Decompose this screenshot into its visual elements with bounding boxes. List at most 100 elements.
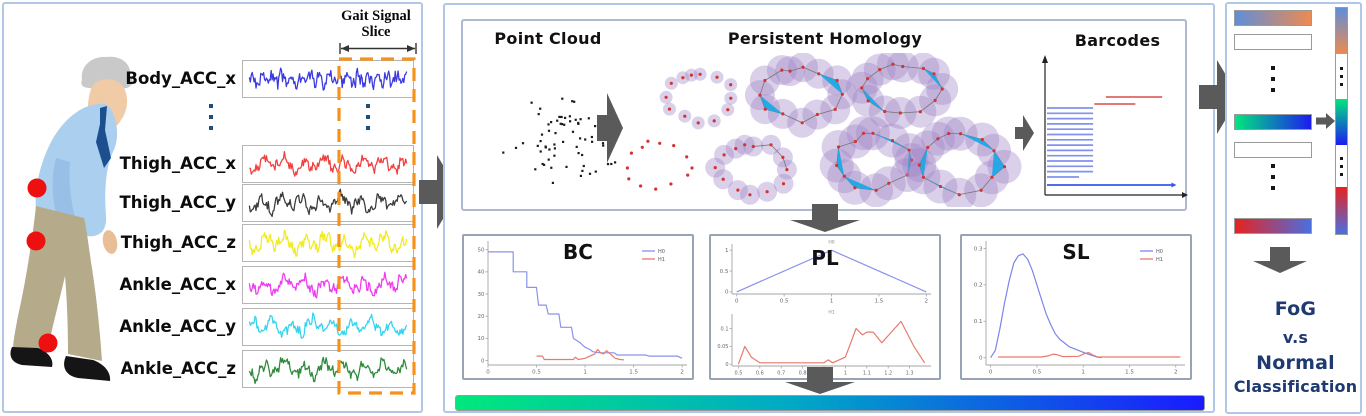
svg-text:2: 2 xyxy=(1174,370,1178,376)
svg-text:1: 1 xyxy=(830,299,834,305)
svg-text:0: 0 xyxy=(979,356,983,362)
svg-text:0.3: 0.3 xyxy=(974,246,983,252)
svg-text:0.5: 0.5 xyxy=(780,299,789,305)
vertical-ellipsis-icon xyxy=(209,104,213,130)
svg-text:0: 0 xyxy=(725,290,729,296)
gait-slice-label-line2: Slice xyxy=(361,24,391,40)
vertical-ellipsis-icon xyxy=(1340,156,1343,176)
svg-text:1.5: 1.5 xyxy=(629,370,638,376)
signal-waveform xyxy=(242,145,414,183)
svg-text:0.6: 0.6 xyxy=(756,371,764,377)
person-shoe-back xyxy=(10,347,53,367)
barcodes-title: Barcodes xyxy=(1074,31,1161,50)
svg-text:0.1: 0.1 xyxy=(721,326,729,332)
right-panel: FoG v.s Normal Classification xyxy=(1225,2,1362,414)
stack-arrow-right-icon xyxy=(1316,113,1335,129)
svg-text:1: 1 xyxy=(844,371,847,377)
svg-text:1: 1 xyxy=(725,248,729,254)
vertical-ellipsis-icon xyxy=(1271,164,1275,190)
person-tie xyxy=(96,106,111,168)
svg-text:0: 0 xyxy=(735,299,739,305)
feature-bar-gradient-1 xyxy=(1234,10,1312,26)
signal-waveform xyxy=(242,60,414,98)
person-illustration xyxy=(10,56,133,381)
svg-text:0.5: 0.5 xyxy=(1033,370,1042,376)
signal-label: Ankle_ACC_y xyxy=(119,317,236,336)
sl-plot-box: 0 0.5 1 1.5 2 0 0.1 0.2 0.3 H0 H1 SL xyxy=(960,234,1192,380)
svg-text:50: 50 xyxy=(478,247,485,253)
feature-bar-empty-1 xyxy=(1234,34,1312,50)
svg-text:0.2: 0.2 xyxy=(974,283,983,289)
svg-text:10: 10 xyxy=(478,336,485,342)
signal-waveform xyxy=(242,308,414,346)
signal-label: Body_ACC_x xyxy=(125,69,236,88)
svg-text:0.5: 0.5 xyxy=(720,269,729,275)
slice-extent-arrow xyxy=(339,43,417,54)
vector-segment-empty xyxy=(1336,54,1347,99)
svg-text:1: 1 xyxy=(583,370,587,376)
filtration-complexes xyxy=(625,53,1034,207)
svg-text:H1: H1 xyxy=(658,257,665,263)
caption-line-classification: Classification xyxy=(1233,377,1358,396)
signal-waveform xyxy=(242,350,414,388)
person-hand-far xyxy=(102,230,118,254)
filtration-arrow-icon xyxy=(597,93,623,163)
svg-text:40: 40 xyxy=(478,270,485,276)
vector-segment-empty xyxy=(1336,145,1347,187)
vector-segment-red-blue xyxy=(1336,187,1347,234)
signal-label: Thigh_ACC_z xyxy=(120,233,236,252)
feature-bar-empty-2 xyxy=(1234,142,1312,158)
joint-marker-ankle xyxy=(38,333,58,353)
barcode-plot xyxy=(1042,55,1188,198)
middle-panel: Point Cloud Persistent Homology Barcodes… xyxy=(443,3,1215,413)
svg-text:30: 30 xyxy=(478,292,485,298)
svg-text:H0: H0 xyxy=(1156,249,1163,255)
bc-plot-box: 0 0.5 1 1.5 2 0 10 20 30 40 50 H0 H1 BC xyxy=(462,234,694,380)
svg-text:0: 0 xyxy=(989,370,993,376)
svg-text:H1: H1 xyxy=(1156,257,1163,263)
signal-waveform xyxy=(242,184,414,222)
svg-text:H0: H0 xyxy=(828,240,834,246)
svg-text:0.5: 0.5 xyxy=(532,370,541,376)
svg-text:1.5: 1.5 xyxy=(875,299,884,305)
svg-text:0.5: 0.5 xyxy=(734,371,742,377)
caption-line-normal: Normal xyxy=(1256,352,1335,374)
persistent-homology-title: Persistent Homology xyxy=(727,29,923,48)
flow-arrow-down-icon xyxy=(785,367,855,394)
person-shoe-front xyxy=(64,356,111,381)
classification-caption: FoG v.s Normal Classification xyxy=(1227,298,1364,398)
svg-text:0: 0 xyxy=(725,362,728,368)
svg-text:0.8: 0.8 xyxy=(799,371,807,377)
classify-arrow-down-icon xyxy=(1253,247,1307,273)
feature-bar-gradient-3 xyxy=(1234,218,1312,234)
vertical-ellipsis-icon xyxy=(366,104,370,130)
gait-slice-label-line1: Gait Signal xyxy=(341,8,411,24)
svg-text:2: 2 xyxy=(680,370,684,376)
svg-text:0.7: 0.7 xyxy=(777,371,785,377)
gait-slice-label: Gait Signal Slice xyxy=(326,8,426,40)
pl-h0-chart: 0 0.5 1 1.5 2 0 0.5 1 H0 xyxy=(720,240,931,305)
svg-text:H0: H0 xyxy=(658,249,665,255)
vertical-ellipsis-icon xyxy=(1340,67,1343,86)
svg-text:0.05: 0.05 xyxy=(717,344,728,350)
flow-arrow-right-icon xyxy=(419,155,459,229)
point-cloud-title: Point Cloud xyxy=(494,29,602,48)
flow-arrow-right-icon xyxy=(1199,60,1239,134)
feature-bar-gradient-2 xyxy=(1234,114,1312,130)
sl-chart: 0 0.5 1 1.5 2 0 0.1 0.2 0.3 H0 H1 xyxy=(974,241,1185,376)
caption-line-vs: v.s xyxy=(1282,328,1309,347)
flow-arrow-down-icon xyxy=(790,204,860,232)
svg-text:0: 0 xyxy=(486,370,490,376)
topology-subpanel: Point Cloud Persistent Homology Barcodes xyxy=(461,19,1188,211)
signal-waveform xyxy=(242,266,414,304)
svg-text:0: 0 xyxy=(481,358,485,364)
feature-vector-gradient-bar xyxy=(455,395,1205,411)
svg-text:H1: H1 xyxy=(828,310,834,316)
vector-segment-blue-orange xyxy=(1336,8,1347,54)
point-cloud-scatter xyxy=(502,97,617,184)
signal-label: Thigh_ACC_x xyxy=(119,154,236,173)
svg-text:1.3: 1.3 xyxy=(906,371,914,377)
svg-text:1: 1 xyxy=(1081,370,1085,376)
left-panel: Gait Signal Slice Body_ACC_x Thigh_ACC_x… xyxy=(2,2,423,413)
